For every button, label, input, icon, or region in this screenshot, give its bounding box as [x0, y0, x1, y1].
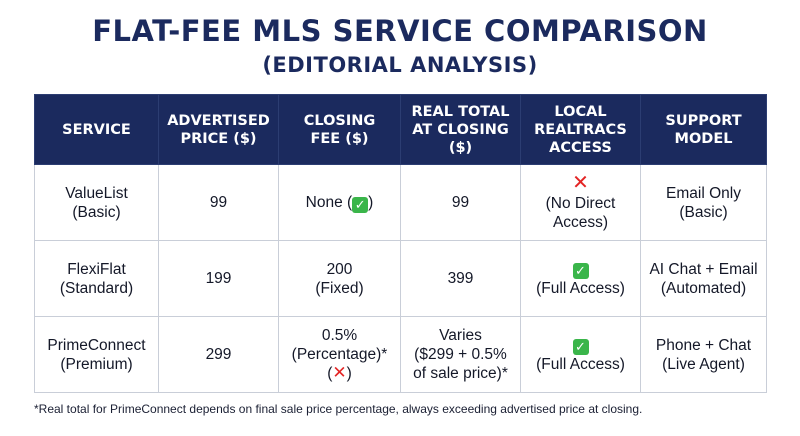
header-closing-fee: CLOSING FEE ($): [278, 94, 401, 165]
check-icon: ✓: [352, 196, 369, 213]
cross-icon: ✕: [332, 363, 347, 383]
cell-closing-fee: 0.5% (Percentage)* (✕): [278, 316, 401, 393]
page-title: FLAT-FEE MLS SERVICE COMPARISON: [92, 14, 708, 48]
cell-support-model: Email Only (Basic): [640, 164, 767, 241]
cell-closing-fee: None (✓): [278, 164, 401, 241]
table-row: PrimeConnect (Premium) 299 0.5% (Percent…: [34, 316, 767, 393]
cell-service: ValueList (Basic): [34, 164, 159, 241]
check-icon: ✓: [572, 339, 589, 355]
table-header-row: SERVICE ADVERTISED PRICE ($) CLOSING FEE…: [34, 94, 767, 165]
header-support-model: SUPPORT MODEL: [640, 94, 767, 165]
cell-service: FlexiFlat (Standard): [34, 240, 159, 317]
cell-real-total: 99: [400, 164, 521, 241]
cell-local-access: ✓ (Full Access): [520, 240, 641, 317]
cell-advertised-price: 299: [158, 316, 279, 393]
cell-closing-fee: 200 (Fixed): [278, 240, 401, 317]
cell-service: PrimeConnect (Premium): [34, 316, 159, 393]
cell-advertised-price: 99: [158, 164, 279, 241]
check-icon: ✓: [572, 263, 589, 279]
comparison-table: SERVICE ADVERTISED PRICE ($) CLOSING FEE…: [34, 94, 767, 393]
cell-support-model: Phone + Chat (Live Agent): [640, 316, 767, 393]
header-local-access: LOCAL REALTRACS ACCESS: [520, 94, 641, 165]
cell-local-access: ✕ (No Direct Access): [520, 164, 641, 241]
cell-advertised-price: 199: [158, 240, 279, 317]
cell-local-access: ✓ (Full Access): [520, 316, 641, 393]
footnote: *Real total for PrimeConnect depends on …: [34, 402, 643, 416]
cell-real-total: Varies ($299 + 0.5% of sale price)*: [400, 316, 521, 393]
cell-support-model: AI Chat + Email (Automated): [640, 240, 767, 317]
header-real-total: REAL TOTAL AT CLOSING ($): [400, 94, 521, 165]
header-service: SERVICE: [34, 94, 159, 165]
cross-icon: ✕: [572, 170, 589, 194]
cell-real-total: 399: [400, 240, 521, 317]
page-subtitle: (EDITORIAL ANALYSIS): [262, 53, 538, 77]
header-advertised-price: ADVERTISED PRICE ($): [158, 94, 279, 165]
table-row: ValueList (Basic) 99 None (✓) 99 ✕ (No D…: [34, 164, 767, 241]
table-row: FlexiFlat (Standard) 199 200 (Fixed) 399…: [34, 240, 767, 317]
